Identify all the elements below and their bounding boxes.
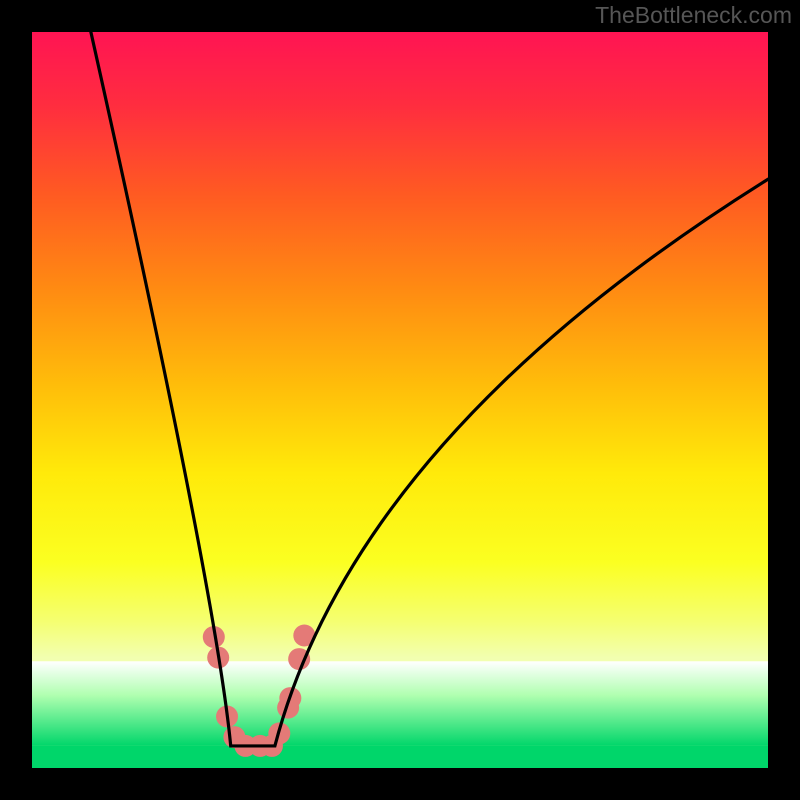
gradient-background — [32, 32, 768, 768]
green-band — [32, 661, 768, 746]
green-floor — [32, 746, 768, 768]
plot-svg — [32, 32, 768, 768]
chart-frame: TheBottleneck.com — [0, 0, 800, 800]
watermark-text: TheBottleneck.com — [595, 2, 792, 29]
